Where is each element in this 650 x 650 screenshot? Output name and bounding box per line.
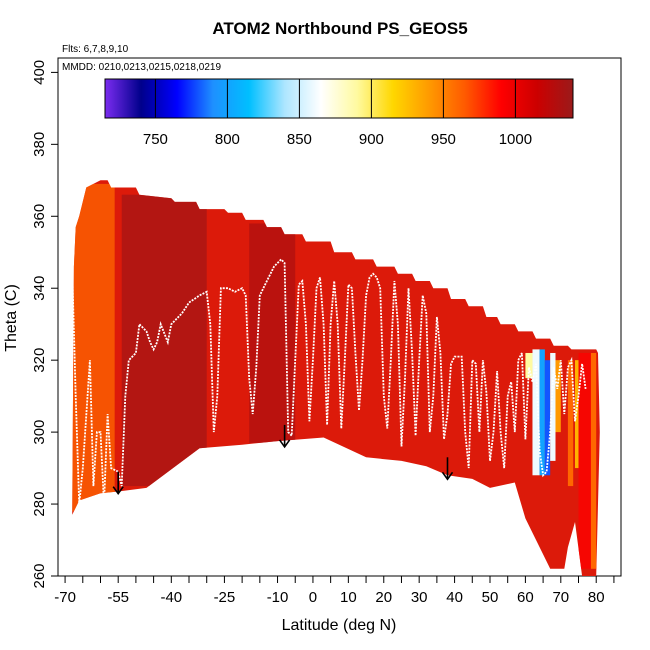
field-cell [555, 360, 561, 433]
data-field [72, 180, 600, 577]
colorbar-fill [104, 78, 574, 119]
plot-frame [57, 57, 622, 577]
y-tick-label: 260 [31, 563, 48, 588]
field-cell [590, 352, 597, 569]
x-tick-label: 10 [340, 589, 357, 606]
flight-track [71, 258, 587, 505]
chart-title: ATOM2 Northbound PS_GEOS5 [212, 19, 467, 38]
y-tick-label: 340 [31, 276, 48, 301]
y-tick-label: 400 [31, 60, 48, 85]
field-cell [567, 360, 574, 487]
x-tick-label: 80 [588, 589, 605, 606]
field-region [121, 194, 207, 487]
x-tick-label: 70 [552, 589, 569, 606]
field-cell [532, 349, 540, 476]
arrow-head [441, 471, 454, 481]
flights-note: Flts: 6,7,8,9,10 [62, 44, 129, 55]
x-tick-label: 20 [375, 589, 392, 606]
x-tick-label: 40 [446, 589, 463, 606]
x-tick-label: -25 [214, 589, 236, 606]
y-axis: 260 280 300 320 340 360 380 400 [31, 60, 58, 589]
descent-arrows [112, 424, 454, 496]
field-cell [525, 352, 533, 379]
colorbar-tick-label: 1000 [499, 131, 532, 148]
x-tick-label: 0 [309, 589, 317, 606]
field-cell [544, 360, 551, 476]
y-tick-label: 360 [31, 204, 48, 229]
colorbar-tick-label: 750 [143, 131, 168, 148]
colorbar: 750 800 850 900 950 1000 [104, 78, 574, 148]
x-tick-label: 50 [482, 589, 499, 606]
x-tick-label: -55 [107, 589, 129, 606]
x-tick-label: -10 [267, 589, 289, 606]
arrow-head [112, 486, 124, 496]
colorbar-tick-label: 850 [287, 131, 312, 148]
y-tick-label: 320 [31, 348, 48, 373]
colorbar-tick-label: 950 [431, 131, 456, 148]
field-cell [550, 352, 556, 461]
x-tick-label: 30 [411, 589, 428, 606]
arrow-head [278, 439, 291, 449]
y-axis-label: Theta (C) [3, 284, 20, 352]
y-tick-label: 380 [31, 132, 48, 157]
field-cell [539, 349, 545, 476]
field-cell [574, 360, 579, 469]
y-tick-label: 280 [31, 492, 48, 517]
x-axis: -70 -55 -40 -25 -10 0 10 20 30 40 50 60 70 80 [54, 576, 615, 606]
colorbar-tick-label: 800 [215, 131, 240, 148]
x-tick-label: -70 [54, 589, 76, 606]
x-axis-label: Latitude (deg N) [282, 617, 397, 634]
flight-track-line [71, 258, 587, 505]
dates-note: MMDD: 0210,0213,0215,0218,0219 [62, 62, 221, 73]
x-tick-label: -40 [160, 589, 182, 606]
x-tick-label: 60 [517, 589, 534, 606]
colorbar-tick-label: 900 [359, 131, 384, 148]
y-tick-label: 300 [31, 420, 48, 445]
